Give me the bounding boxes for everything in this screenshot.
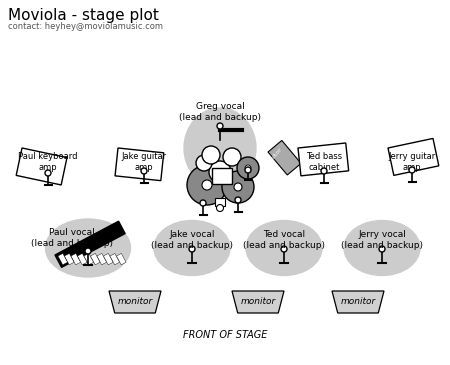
Bar <box>58 253 68 265</box>
Text: FRONT OF STAGE: FRONT OF STAGE <box>183 330 267 340</box>
Circle shape <box>187 165 227 205</box>
Circle shape <box>216 204 224 211</box>
Bar <box>110 253 120 265</box>
Circle shape <box>321 168 327 174</box>
Circle shape <box>281 246 287 252</box>
Ellipse shape <box>246 220 322 276</box>
Circle shape <box>141 168 147 174</box>
Circle shape <box>217 123 223 129</box>
Circle shape <box>189 246 195 252</box>
Bar <box>90 253 100 265</box>
Text: Jerry vocal
(lead and backup): Jerry vocal (lead and backup) <box>341 230 423 250</box>
Ellipse shape <box>344 220 420 276</box>
Text: Jake vocal
(lead and backup): Jake vocal (lead and backup) <box>151 230 233 250</box>
Bar <box>97 253 107 265</box>
Text: monitor: monitor <box>240 297 275 307</box>
Text: Ted bass
cabinet: Ted bass cabinet <box>306 152 342 172</box>
Text: monitor: monitor <box>263 147 283 169</box>
Bar <box>115 148 164 181</box>
Text: monitor: monitor <box>340 297 376 307</box>
Text: Moviola - stage plot: Moviola - stage plot <box>8 8 159 23</box>
Text: Paul vocal
(lead and backup): Paul vocal (lead and backup) <box>31 228 113 248</box>
Circle shape <box>202 146 220 164</box>
Circle shape <box>409 167 415 173</box>
Circle shape <box>222 171 254 203</box>
Circle shape <box>235 197 241 203</box>
Bar <box>84 253 94 265</box>
Circle shape <box>209 161 231 183</box>
Polygon shape <box>109 291 161 313</box>
Polygon shape <box>232 291 284 313</box>
Circle shape <box>245 167 251 173</box>
Bar <box>77 253 87 265</box>
Circle shape <box>234 183 242 191</box>
Circle shape <box>379 246 385 252</box>
Text: contact: heyhey@moviolamusic.com: contact: heyhey@moviolamusic.com <box>8 22 163 31</box>
Bar <box>104 253 113 265</box>
Text: Jake guitar
amp: Jake guitar amp <box>122 152 166 172</box>
Bar <box>64 253 74 265</box>
Circle shape <box>245 165 251 171</box>
Bar <box>16 148 67 185</box>
Bar <box>212 168 232 184</box>
Bar <box>71 253 81 265</box>
Ellipse shape <box>184 108 256 188</box>
Ellipse shape <box>45 219 130 277</box>
Circle shape <box>200 200 206 206</box>
Text: Ted vocal
(lead and backup): Ted vocal (lead and backup) <box>243 230 325 250</box>
Circle shape <box>45 170 51 176</box>
Circle shape <box>202 180 212 190</box>
Ellipse shape <box>154 220 230 276</box>
Circle shape <box>196 155 212 171</box>
Text: Jerry guitar
amp: Jerry guitar amp <box>388 152 436 172</box>
Circle shape <box>237 157 259 179</box>
Circle shape <box>85 248 91 254</box>
Bar <box>268 141 301 175</box>
Text: Paul keyboard
amp: Paul keyboard amp <box>18 152 78 172</box>
Bar <box>298 143 349 176</box>
Bar <box>55 221 125 267</box>
Polygon shape <box>332 291 384 313</box>
Text: monitor: monitor <box>117 297 153 307</box>
Text: Greg vocal
(lead and backup): Greg vocal (lead and backup) <box>179 102 261 122</box>
Bar <box>388 138 439 176</box>
Circle shape <box>223 148 241 166</box>
Bar <box>215 198 225 206</box>
Bar <box>117 253 126 265</box>
